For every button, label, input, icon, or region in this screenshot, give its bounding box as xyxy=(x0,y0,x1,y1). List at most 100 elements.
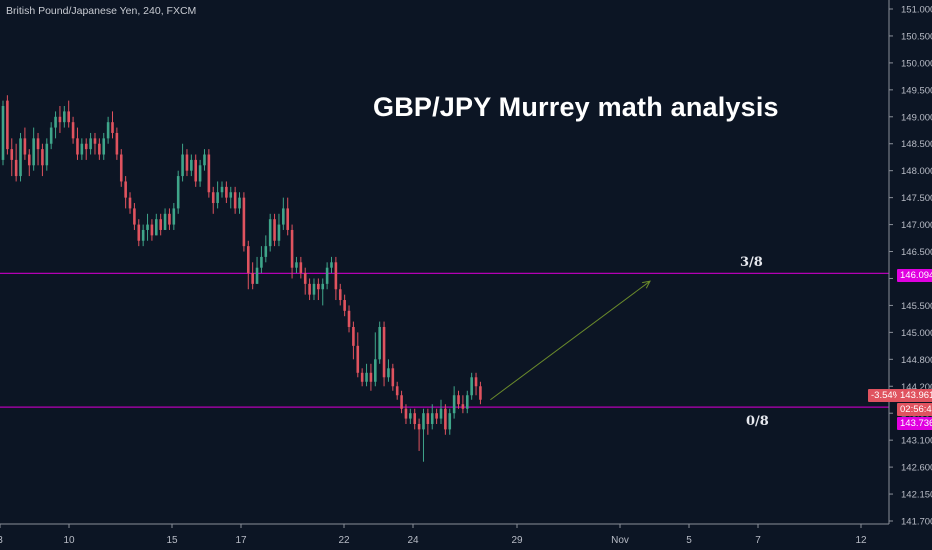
candle-body xyxy=(246,246,250,274)
price-tick-label: 142.150 xyxy=(901,490,932,501)
candle-body xyxy=(325,267,329,284)
candle xyxy=(229,186,233,209)
candle-body xyxy=(474,377,478,387)
candle xyxy=(448,408,452,435)
candle xyxy=(264,235,268,263)
candle-body xyxy=(63,111,66,123)
candle xyxy=(10,138,14,177)
chart-title: GBP/JPY Murrey math analysis xyxy=(373,92,779,122)
candle-body xyxy=(207,154,211,193)
candle xyxy=(115,127,119,160)
candle-body xyxy=(444,408,447,430)
candle xyxy=(430,404,434,430)
candle-body xyxy=(10,149,14,160)
candle xyxy=(444,404,447,435)
time-axis[interactable]: 3 10 15 17 22 24 29 Nov 5 7 12 xyxy=(0,523,889,546)
candle xyxy=(422,408,425,462)
candle xyxy=(308,278,311,301)
candle-body xyxy=(317,283,320,290)
candle-body xyxy=(80,143,84,155)
candle xyxy=(409,408,412,424)
candle xyxy=(295,256,298,274)
candle-body xyxy=(133,208,136,225)
candle xyxy=(133,203,136,230)
price-tick-label: 148.000 xyxy=(901,166,932,177)
candle-body xyxy=(36,138,40,150)
candle-body xyxy=(343,300,346,311)
candle xyxy=(1,100,5,166)
candle-body xyxy=(54,116,57,128)
candle xyxy=(395,381,399,400)
candle xyxy=(260,246,263,274)
candle xyxy=(330,256,333,274)
candle-body xyxy=(391,368,395,387)
symbol-label[interactable]: British Pound/Japanese Yen, 240, FXCM xyxy=(6,5,197,17)
candle-body xyxy=(369,372,373,382)
candle xyxy=(404,404,408,424)
candle xyxy=(255,256,259,284)
candle-body xyxy=(457,395,460,405)
candle xyxy=(277,213,281,247)
candlesticks xyxy=(1,95,482,462)
candle xyxy=(198,159,202,187)
candle-body xyxy=(23,138,27,155)
candle xyxy=(45,138,49,171)
candle xyxy=(159,213,162,236)
price-tick-label: 146.500 xyxy=(901,247,932,258)
candle xyxy=(98,138,101,160)
candle-body xyxy=(172,208,176,225)
candle xyxy=(268,213,272,252)
candle-body xyxy=(435,413,438,419)
candle-body xyxy=(400,395,403,409)
candle xyxy=(71,116,75,144)
candle-body xyxy=(115,132,119,155)
candle xyxy=(58,106,62,133)
candle-body xyxy=(146,224,149,230)
candle xyxy=(479,381,482,405)
candle-body xyxy=(98,143,101,155)
candle-body xyxy=(216,192,219,204)
candle xyxy=(124,176,127,209)
candle xyxy=(41,143,44,177)
candle-body xyxy=(352,326,355,346)
candle-body xyxy=(141,229,145,241)
candle xyxy=(194,154,198,187)
level-label-0-8: 0/8 xyxy=(746,414,769,429)
candle-body xyxy=(229,192,233,198)
candle-body xyxy=(225,186,228,198)
candle xyxy=(211,186,215,214)
candle-body xyxy=(448,413,452,430)
candle xyxy=(216,181,219,209)
candle xyxy=(146,213,149,241)
price-tick-label: 148.500 xyxy=(901,139,932,150)
candle xyxy=(93,132,97,155)
candle-body xyxy=(14,159,18,177)
candle xyxy=(413,408,417,430)
candle-body xyxy=(203,154,206,166)
candle-body xyxy=(128,197,132,209)
candle-body xyxy=(102,138,106,155)
candle xyxy=(242,192,246,252)
candle xyxy=(290,224,294,279)
candle-body xyxy=(159,219,162,230)
time-tick-label: 5 xyxy=(686,535,692,546)
time-tick-label: 24 xyxy=(407,535,419,546)
time-tick-label: 12 xyxy=(855,535,867,546)
price-tick-label: 150.000 xyxy=(901,58,932,69)
candle xyxy=(220,181,224,198)
candle-body xyxy=(137,224,141,241)
candle-body xyxy=(365,372,368,382)
candle xyxy=(141,224,145,247)
candle-body xyxy=(334,262,338,290)
candle xyxy=(233,186,237,214)
candle-body xyxy=(470,377,473,396)
candle xyxy=(203,149,206,171)
price-tick-label: 145.000 xyxy=(901,328,932,339)
candle-body xyxy=(290,229,294,268)
candle xyxy=(435,408,438,424)
candle xyxy=(6,95,9,155)
price-tick-label: 141.700 xyxy=(901,517,932,528)
price-tick-label: 142.600 xyxy=(901,463,932,474)
price-tick-label: 149.500 xyxy=(901,85,932,96)
